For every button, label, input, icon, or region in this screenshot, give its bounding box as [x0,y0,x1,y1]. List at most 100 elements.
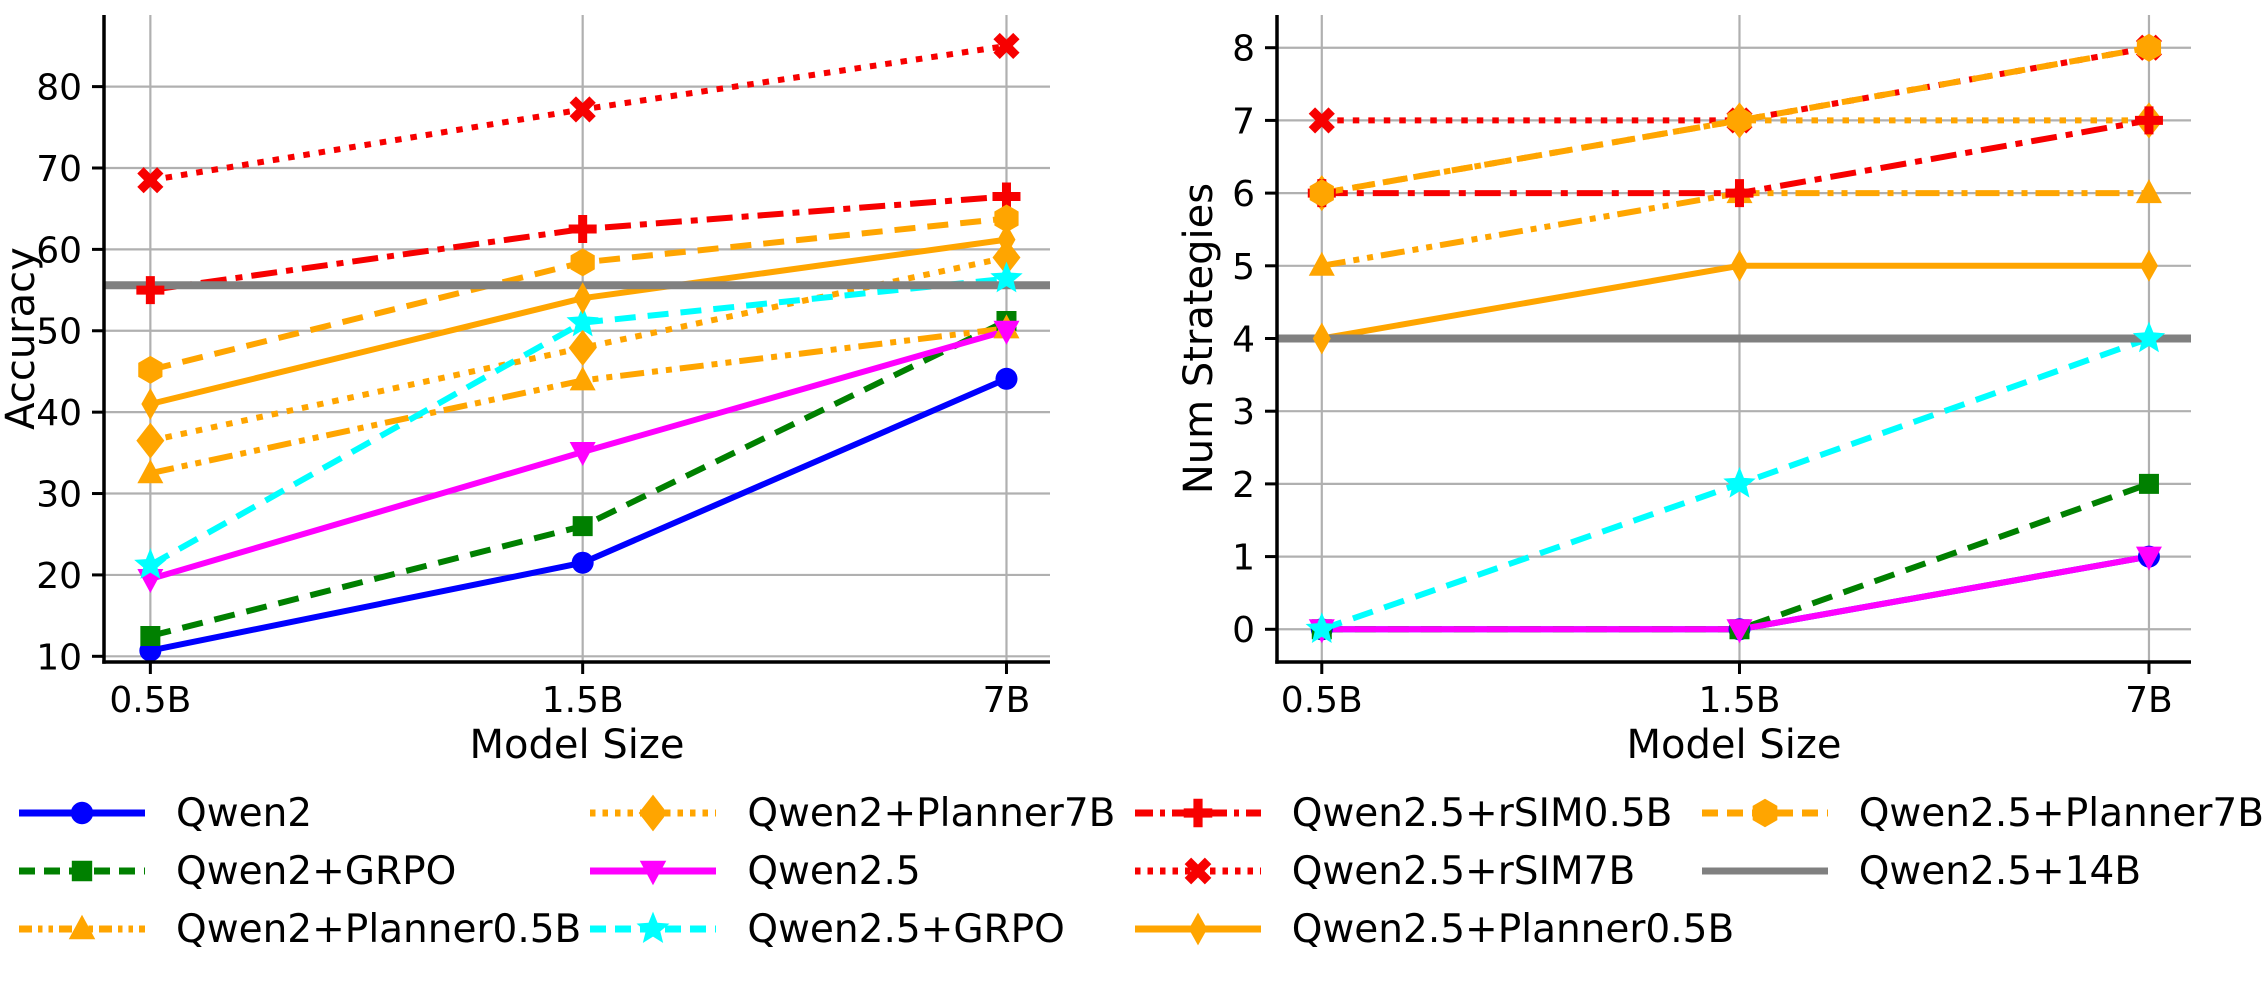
series-line-qwen2 [149,376,1008,654]
y-tick-label-10: 10 [36,637,82,678]
series-marker-qwen2-planner0-5b-2 [2135,179,2162,204]
series-marker-qwen2-5-planner0-5b-0 [141,388,160,421]
series-marker-qwen2-5-planner7b-1 [570,248,595,277]
series-marker-qwen2-5-rsim0-5b-2 [992,182,1021,211]
triangle-down-marker-icon [590,860,717,886]
legend-marker-qwen2-5 [640,860,667,886]
charts-row: 10 20 30 40 50 60 70 80 0.5B 1.5B 7B Model Size Accu… [0,15,2191,760]
series-marker-qwen2-planner7b-2 [992,239,1021,276]
y-tick-label-3: 3 [1232,392,1255,433]
y-axis-label: Num Strategies [1176,183,1222,494]
y-tick-label-40: 40 [36,393,82,434]
series-line-qwen2-5-planner0-5b [1321,262,2149,342]
thin-diamond-marker-icon [1134,912,1261,946]
y-tick-label-2: 2 [1232,465,1255,506]
y-tick-label-80: 80 [36,68,82,109]
legend-label-qwen2-5: Qwen2.5 [747,848,921,894]
series-marker-qwen2-5-1 [569,442,596,467]
y-tick-label-7: 7 [1232,101,1255,142]
y-tick-label-1: 1 [1232,538,1255,579]
x-tick-label-1.5B: 1.5B [542,680,624,721]
series-marker-qwen2-5-planner7b-0 [1309,179,1334,208]
y-tick-label-6: 6 [1232,174,1255,215]
legend-column-4: Qwen2.5+Planner7B Qwen2.5+14B [1699,788,2264,896]
legend-marker-qwen2 [70,801,94,825]
series-marker-qwen2-5-grpo-1 [1723,466,1756,498]
series-marker-qwen2-5-rsim0-5b-1 [568,215,597,244]
legend-marker-qwen2-grpo [71,860,93,882]
series-marker-qwen2-5-rsim0-5b-1 [1725,179,1754,208]
series-line-qwen2-5-rsim0-5b [149,193,1007,294]
legend-item-qwen2-planner0-5b: Qwen2+Planner0.5B [16,904,587,954]
series-marker-qwen2-planner0-5b-1 [569,366,596,391]
series-marker-qwen2-5-planner0-5b-0 [1312,322,1331,355]
series-marker-qwen2-5-planner7b-0 [138,355,163,384]
legend-item-qwen2-5-rsim7b: Qwen2.5+rSIM7B [1132,846,1699,896]
legend-item-qwen2-5: Qwen2.5 [587,846,1131,896]
series-marker-qwen2-5-rsim7b-1 [569,96,596,123]
x-tick-label-7B: 7B [2125,680,2173,721]
series-marker-qwen2-grpo-2 [2138,473,2159,494]
accuracy-chart: 10 20 30 40 50 60 70 80 0.5B 1.5B 7B Model Size Accu… [0,15,1050,760]
circle-marker-icon [19,801,145,825]
series-marker-qwen2-5-2 [2135,546,2162,571]
legend-marker-qwen2-5-planner7b [1752,798,1778,828]
series-marker-qwen2-5-planner7b-2 [994,204,1019,233]
legend-item-qwen2-grpo: Qwen2+GRPO [16,846,587,896]
series-marker-qwen2-5-planner7b-1 [1727,106,1752,135]
legend-marker-qwen2-5-rsim0-5b [1183,798,1212,828]
legend-label-qwen2: Qwen2 [176,790,313,836]
series-marker-qwen2-planner0-5b-0 [137,459,164,484]
x-marker-icon [1134,857,1261,885]
legend-marker-qwen2-5-planner0-5b [1188,912,1207,946]
y-tick-label-5: 5 [1232,247,1255,288]
legend-label-qwen2-grpo: Qwen2+GRPO [176,848,457,894]
series-marker-qwen2-5-rsim7b-0 [137,167,164,194]
x-tick-label-1.5B: 1.5B [1699,680,1781,721]
legend-item-qwen2-5-planner7b: Qwen2.5+Planner7B [1699,788,2264,838]
series-line-qwen2-5 [1321,553,2150,633]
series-marker-qwen2-5-grpo-2 [990,261,1023,293]
series-marker-qwen2-5-planner0-5b-1 [1730,249,1749,282]
diamond-marker-icon [590,794,717,832]
y-tick-label-50: 50 [36,312,82,353]
series-marker-qwen2-5-grpo-1 [566,305,599,337]
series-marker-qwen2-5-planner0-5b-2 [2139,249,2158,282]
legend-column-3: Qwen2.5+rSIM0.5B Qwen2.5+rSIM7B Qwen2.5+Pl… [1132,788,1734,954]
square-marker-icon [19,860,145,882]
legend-label-qwen2-5-rsim7b: Qwen2.5+rSIM7B [1291,848,1636,894]
legend: Qwen2 Qwen2+GRPO Qwen2+Planner0.5B Qwen2+Pl… [0,788,2264,954]
legend-item-qwen2-5-planner0-5b: Qwen2.5+Planner0.5B [1132,904,1734,954]
series-marker-qwen2-5-grpo-2 [2132,321,2166,353]
y-tick-label-8: 8 [1232,29,1255,70]
series-line-qwen2-5-planner7b [1321,44,2150,197]
legend-label-qwen2-5-grpo: Qwen2.5+GRPO [747,906,1065,952]
y-tick-label-70: 70 [36,149,82,190]
legend-label-qwen2-5-rsim0-5b: Qwen2.5+rSIM0.5B [1291,790,1673,836]
legend-column-2: Qwen2+Planner7B Qwen2.5 Qwen2.5+GRPO [587,788,1131,954]
legend-label-qwen2-5-14b: Qwen2.5+14B [1858,848,2142,894]
x-axis-label: Model Size [1627,722,1842,760]
legend-marker-qwen2-5-rsim7b [1184,857,1212,885]
x-tick-label-0.5B: 0.5B [1281,680,1363,721]
legend-marker-qwen2-planner0-5b [68,914,96,940]
series-marker-qwen2-planner7b-1 [568,329,597,366]
legend-label-qwen2-5-planner7b: Qwen2.5+Planner7B [1858,790,2264,836]
y-tick-label-0: 0 [1232,610,1255,651]
series-marker-qwen2-2 [995,367,1018,390]
num-strategies-chart: 0 1 2 3 4 5 6 7 8 0.5B 1.5B 7B Model Size Num Strateg… [1176,15,2191,760]
series-marker-qwen2-5-planner0-5b-2 [997,223,1016,256]
series-marker-qwen2-5-rsim0-5b-0 [136,276,165,305]
series-marker-qwen2-5-planner0-5b-1 [573,282,592,315]
series-marker-qwen2-5-planner7b-2 [2136,33,2162,62]
legend-marker-qwen2-5-grpo [636,911,670,944]
line-swatch-icon [1701,867,1828,875]
series-marker-qwen2-planner7b-0 [136,422,165,459]
triangle-up-marker-icon [19,914,145,940]
plus-marker-icon [1134,798,1261,828]
legend-item-qwen2-5-rsim0-5b: Qwen2.5+rSIM0.5B [1132,788,1699,838]
series-marker-qwen2-planner0-5b-0 [1308,251,1335,276]
legend-marker-qwen2-planner7b [639,794,668,832]
y-tick-label-4: 4 [1232,319,1255,360]
series-marker-qwen2-5-rsim7b-2 [993,32,1020,60]
